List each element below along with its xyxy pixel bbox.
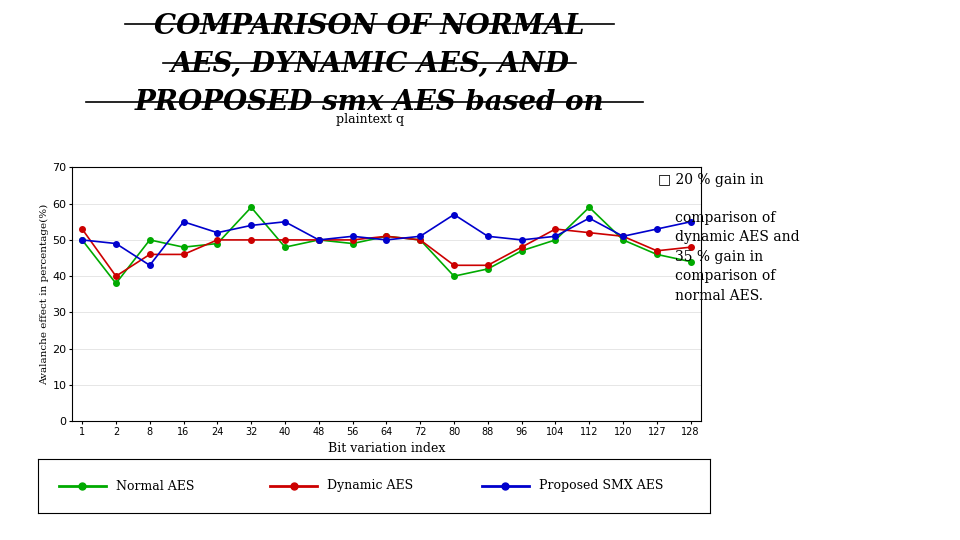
Normal AES <box>482 266 493 272</box>
Proposed SMX AES <box>144 262 156 268</box>
Proposed SMX AES <box>380 237 392 243</box>
Normal AES <box>246 204 257 211</box>
Dynamic AES <box>347 237 358 243</box>
Proposed SMX AES <box>617 233 629 240</box>
Proposed SMX AES <box>246 222 257 228</box>
Text: plaintext q: plaintext q <box>336 113 403 126</box>
Dynamic AES <box>110 273 122 279</box>
Line: Normal AES: Normal AES <box>80 205 693 286</box>
Normal AES <box>550 237 562 243</box>
Dynamic AES <box>144 251 156 258</box>
Text: Proposed SMX AES: Proposed SMX AES <box>540 480 663 492</box>
Proposed SMX AES <box>584 215 595 221</box>
Dynamic AES <box>516 244 527 251</box>
Dynamic AES <box>313 237 324 243</box>
Normal AES <box>347 240 358 247</box>
X-axis label: Bit variation index: Bit variation index <box>327 442 445 455</box>
Proposed SMX AES <box>313 237 324 243</box>
Line: Proposed SMX AES: Proposed SMX AES <box>80 212 693 268</box>
Proposed SMX AES <box>516 237 527 243</box>
Dynamic AES <box>380 233 392 240</box>
Proposed SMX AES <box>77 237 88 243</box>
Dynamic AES <box>77 226 88 232</box>
Normal AES <box>211 240 223 247</box>
Normal AES <box>380 233 392 240</box>
Dynamic AES <box>617 233 629 240</box>
Dynamic AES <box>684 244 696 251</box>
Proposed SMX AES <box>550 233 562 240</box>
Proposed SMX AES <box>279 219 291 225</box>
Dynamic AES <box>415 237 426 243</box>
Dynamic AES <box>482 262 493 268</box>
Text: AES, DYNAMIC AES, AND: AES, DYNAMIC AES, AND <box>170 51 569 78</box>
Proposed SMX AES <box>211 230 223 236</box>
Normal AES <box>144 237 156 243</box>
Dynamic AES <box>651 247 662 254</box>
Proposed SMX AES <box>415 233 426 240</box>
Dynamic AES <box>584 230 595 236</box>
Proposed SMX AES <box>651 226 662 232</box>
Text: Normal AES: Normal AES <box>116 480 194 492</box>
Normal AES <box>584 204 595 211</box>
Proposed SMX AES <box>448 211 460 218</box>
Text: PROPOSED smx AES based on: PROPOSED smx AES based on <box>134 89 605 116</box>
Proposed SMX AES <box>178 219 189 225</box>
Dynamic AES <box>178 251 189 258</box>
Dynamic AES <box>246 237 257 243</box>
Normal AES <box>313 237 324 243</box>
Proposed SMX AES <box>482 233 493 240</box>
Normal AES <box>651 251 662 258</box>
Text: □ 20 % gain in: □ 20 % gain in <box>658 173 763 187</box>
Normal AES <box>110 280 122 287</box>
Normal AES <box>448 273 460 279</box>
Text: comparison of
dynamic AES and
35 % gain in
comparison of
normal AES.: comparison of dynamic AES and 35 % gain … <box>675 211 800 302</box>
Dynamic AES <box>550 226 562 232</box>
Normal AES <box>77 237 88 243</box>
Dynamic AES <box>448 262 460 268</box>
Normal AES <box>178 244 189 251</box>
Text: COMPARISON OF NORMAL: COMPARISON OF NORMAL <box>155 14 585 40</box>
Normal AES <box>617 237 629 243</box>
Normal AES <box>684 259 696 265</box>
Text: Dynamic AES: Dynamic AES <box>327 480 414 492</box>
Proposed SMX AES <box>684 219 696 225</box>
Normal AES <box>516 247 527 254</box>
Normal AES <box>279 244 291 251</box>
Dynamic AES <box>211 237 223 243</box>
Proposed SMX AES <box>110 240 122 247</box>
Proposed SMX AES <box>347 233 358 240</box>
Line: Dynamic AES: Dynamic AES <box>80 226 693 279</box>
Y-axis label: Avalanche effect in percentage(%): Avalanche effect in percentage(%) <box>40 204 50 385</box>
Normal AES <box>415 237 426 243</box>
Dynamic AES <box>279 237 291 243</box>
